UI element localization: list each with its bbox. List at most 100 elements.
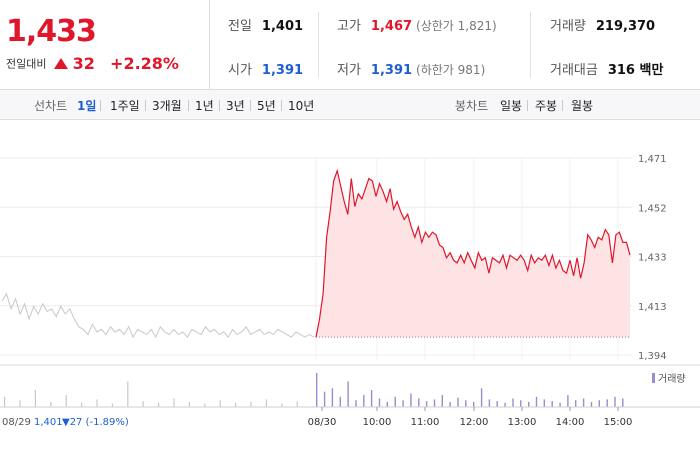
period-separator <box>527 100 528 111</box>
volume-bar <box>188 401 190 407</box>
period-separator <box>219 100 220 111</box>
volume-bar <box>34 390 36 407</box>
period-3y[interactable]: 3년 <box>226 99 245 113</box>
low-stat: 저가 1,391 (하한가 981) <box>337 59 485 78</box>
volume-bar <box>81 402 83 408</box>
open-label: 시가 <box>228 63 252 78</box>
period-separator <box>188 100 189 111</box>
y-tick-label: 1,471 <box>638 154 667 165</box>
chart-grid <box>0 157 632 360</box>
period-1w[interactable]: 1주일 <box>110 99 140 113</box>
volume-bar <box>418 398 420 407</box>
x-tick-label: 08/30 <box>308 417 337 428</box>
candle-monthly[interactable]: 월봉 <box>571 99 594 113</box>
high-value: 1,467 <box>370 19 413 34</box>
volume-bar <box>488 399 491 408</box>
volume-bar <box>65 395 67 407</box>
stat-divider <box>530 12 531 78</box>
change-row: 전일대비 32 +2.28% <box>6 53 179 73</box>
volume-bar <box>433 399 436 408</box>
volume-bar <box>512 398 514 407</box>
volume-bar <box>496 401 498 407</box>
volume-bar <box>590 401 593 407</box>
period-separator <box>145 100 146 111</box>
volume-bar <box>402 400 404 407</box>
period-separator <box>281 100 282 111</box>
y-tick-label: 1,452 <box>638 203 667 214</box>
volume-bar <box>204 403 206 407</box>
candle-chart-label: 봉차트 <box>455 99 489 113</box>
high-label: 고가 <box>337 19 361 34</box>
period-5y[interactable]: 5년 <box>257 99 276 113</box>
period-10y[interactable]: 10년 <box>288 99 315 113</box>
trade-value-label: 거래대금 <box>550 63 598 78</box>
x-tick-label: 11:00 <box>411 417 440 428</box>
prev-day-price-label: 1,401 <box>34 417 63 428</box>
high-stat: 고가 1,467 (상한가 1,821) <box>337 15 497 34</box>
volume-bar <box>173 398 175 407</box>
volume-bar <box>378 398 381 407</box>
volume-label: 거래량 <box>550 19 586 34</box>
volume-bar <box>543 399 545 408</box>
volume-bar <box>281 403 283 407</box>
chart-series <box>1 168 631 339</box>
volume-bar <box>50 401 52 407</box>
period-3m[interactable]: 3개월 <box>152 99 182 113</box>
low-value: 1,391 <box>370 63 413 78</box>
volume-bar <box>567 395 569 407</box>
volume-bar <box>339 396 341 407</box>
volume-bar <box>219 400 221 407</box>
chart-period-bar: 선차트 1일 1주일 3개월 1년 3년 5년 10년 봉차트 일봉 주봉 월봉 <box>0 90 700 120</box>
x-tick-label: 14:00 <box>556 417 585 428</box>
volume-bar <box>449 401 451 407</box>
volume-bar <box>127 381 129 407</box>
volume-bar <box>235 402 237 408</box>
trade-value-value: 316 백만 <box>607 63 664 78</box>
stat-divider <box>318 12 319 78</box>
prev-close-value: 1,401 <box>261 19 304 34</box>
volume-bar <box>614 396 616 407</box>
today-area-fill <box>316 170 630 338</box>
change-amount: 32 <box>72 54 95 73</box>
volume-bar <box>520 400 522 407</box>
volume-bar <box>425 401 428 407</box>
volume-bar <box>370 390 373 407</box>
volume-bar <box>323 391 326 407</box>
volume-bar <box>410 393 412 407</box>
volume-bar <box>551 401 553 407</box>
today-price-line <box>315 168 631 338</box>
volume-bar <box>19 400 21 407</box>
period-1d[interactable]: 1일 <box>77 99 97 113</box>
volume-bar <box>559 402 561 408</box>
volume-stat: 거래량 219,370 <box>550 15 655 34</box>
volume-bar <box>316 373 318 407</box>
trade-value-stat: 거래대금 316 백만 <box>550 59 663 78</box>
volume-bar <box>96 399 98 408</box>
low-label: 저가 <box>337 63 361 78</box>
volume-area: 거래량 <box>0 364 700 408</box>
price-summary: 1,433 전일대비 32 +2.28% 전일 1,401 시가 1,391 고가 1… <box>0 0 700 90</box>
volume-bar <box>347 381 349 407</box>
volume-bar <box>473 401 475 407</box>
candle-weekly[interactable]: 주봉 <box>535 99 558 113</box>
volume-legend-swatch <box>652 373 655 383</box>
x-axis-ticks: 08/29 1,401 ▼27 (-1.89%) 08/30 10:00 11:00 12:… <box>2 407 632 428</box>
period-separator <box>100 100 101 111</box>
volume-bar <box>582 398 585 407</box>
volume-bar <box>4 396 6 407</box>
upper-limit: (상한가 1,821) <box>416 19 497 33</box>
volume-bar <box>331 388 334 407</box>
volume-bar <box>394 396 396 407</box>
prev-day-date-label: 08/29 <box>2 417 31 428</box>
volume-bar <box>528 401 530 407</box>
candle-daily[interactable]: 일봉 <box>500 99 523 113</box>
prev-day-change-label: ▼27 (-1.89%) <box>62 417 129 428</box>
period-1y[interactable]: 1년 <box>195 99 214 113</box>
change-rate: +2.28% <box>110 54 179 73</box>
prev-close-stat: 전일 1,401 <box>228 15 303 34</box>
volume-bar <box>355 400 357 407</box>
volume-bar <box>465 400 467 407</box>
volume-legend-label: 거래량 <box>658 373 686 385</box>
change-label: 전일대비 <box>6 57 47 71</box>
volume-bar <box>504 402 506 408</box>
